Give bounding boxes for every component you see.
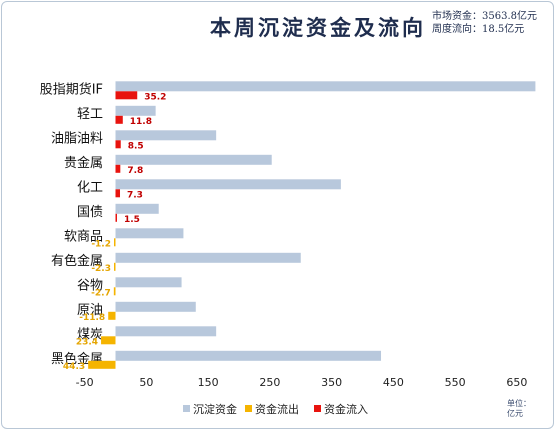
flow-value-label: -1.2 (91, 239, 111, 249)
inflow-bar (115, 140, 121, 149)
accumulated-bar (115, 326, 217, 337)
accumulated-bar (115, 228, 184, 239)
chart-title: 本周沉淀资金及流向 (210, 15, 426, 40)
flow-value-label: 7.3 (127, 190, 143, 200)
category-label: 软商品 (64, 229, 103, 244)
outflow-bar (113, 287, 116, 296)
accumulated-bar (115, 277, 182, 288)
inflow-bar (115, 213, 117, 222)
legend-label: 资金流出 (255, 402, 299, 416)
x-tick-label: 350 (321, 376, 342, 389)
category-label: 有色金属 (51, 253, 103, 269)
x-tick-label: 250 (259, 376, 280, 389)
x-tick-label: -50 (76, 376, 94, 389)
accumulated-bar (115, 130, 217, 141)
flow-value-label: 1.5 (124, 215, 140, 225)
unit-label: 单位：亿元 (507, 399, 531, 418)
flow-value-label: 23.4 (76, 337, 98, 347)
x-tick-label: 650 (506, 376, 527, 389)
x-tick-label: 50 (139, 376, 153, 389)
outflow-bar (114, 238, 116, 247)
x-tick-label: 550 (445, 376, 466, 389)
inflow-bar (115, 91, 138, 100)
flow-value-label: -11.8 (79, 313, 105, 323)
outflow-bar (88, 360, 116, 369)
accumulated-bar (115, 203, 159, 214)
accumulated-bar (115, 81, 536, 92)
inflow-bar (115, 115, 123, 124)
accumulated-bar (115, 179, 341, 190)
flow-value-label: 8.5 (128, 141, 144, 151)
category-label: 国债 (77, 205, 103, 220)
flow-value-label: -2.3 (91, 264, 111, 274)
flow-value-label: 35.2 (144, 92, 166, 102)
funds-summary: 市场资金：3563.8亿元 周度流向：18.5亿元 (432, 10, 537, 36)
accumulated-bar (115, 105, 156, 116)
weekly-flow-text: 周度流向：18.5亿元 (432, 24, 525, 35)
flow-value-label: 44.3 (63, 362, 85, 372)
legend-swatch (314, 405, 321, 412)
category-label: 油脂油料 (51, 131, 103, 146)
category-label: 煤炭 (77, 327, 103, 342)
flow-value-label: 11.8 (130, 117, 152, 127)
category-label: 原油 (77, 303, 103, 318)
accumulated-bar (115, 154, 272, 165)
flow-value-label: -2.7 (91, 288, 111, 298)
accumulated-bar (115, 301, 196, 312)
accumulated-bar (115, 252, 301, 263)
legend-swatch (245, 405, 252, 412)
accumulated-bar (115, 350, 382, 361)
outflow-bar (114, 262, 116, 271)
outflow-bar (101, 336, 116, 345)
category-label: 股指期货IF (40, 81, 103, 97)
category-label: 谷物 (77, 278, 103, 293)
outflow-bar (108, 311, 116, 320)
legend-swatch (183, 405, 190, 412)
legend-label: 资金流入 (324, 402, 368, 416)
category-label: 轻工 (77, 107, 103, 122)
x-tick-label: 150 (198, 376, 219, 389)
category-label: 化工 (77, 180, 103, 195)
x-tick-label: 450 (383, 376, 404, 389)
market-funds-text: 市场资金：3563.8亿元 (432, 11, 537, 22)
inflow-bar (115, 189, 121, 198)
legend-label: 沉淀资金 (193, 402, 237, 416)
flow-value-label: 7.8 (127, 166, 143, 176)
inflow-bar (115, 164, 121, 173)
category-label: 贵金属 (64, 155, 103, 171)
